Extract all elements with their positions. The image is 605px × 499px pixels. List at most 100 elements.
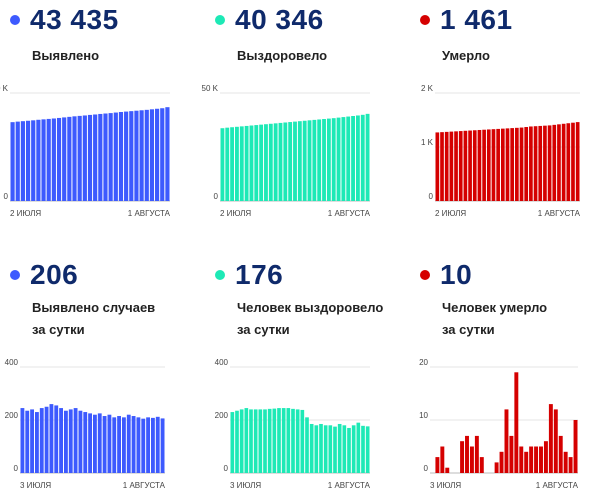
stat-headline: 206 [0, 255, 78, 295]
bar [351, 116, 355, 201]
bar [87, 114, 93, 201]
bar [331, 118, 336, 201]
bar-chart: 0 1 K 2 K 2 ИЮЛЯ 1 АВГУСТА [421, 84, 581, 218]
bar [225, 127, 230, 201]
bar [300, 409, 305, 473]
stat-label-line1: Умерло [442, 48, 490, 63]
bar [264, 124, 268, 201]
bar [566, 123, 571, 201]
bar [482, 129, 486, 201]
stat-label: Выявлено [32, 45, 99, 67]
x-axis-end-label: 1 АВГУСТА [123, 481, 166, 490]
bar [474, 435, 479, 473]
bar [333, 426, 337, 473]
bar [305, 417, 309, 473]
bar [543, 441, 548, 473]
bar [361, 425, 365, 473]
stat-panel: 176 Человек выздоровело за сутки [205, 255, 400, 495]
stat-headline: 176 [205, 255, 283, 295]
stat-panel: 40 346 Выздоровело [205, 0, 400, 240]
bar [342, 425, 347, 473]
bar [78, 410, 83, 473]
bar [323, 425, 328, 473]
stat-label: Человек умерло за сутки [442, 297, 547, 341]
bar [272, 408, 277, 473]
bar-chart: 0 10 20 3 ИЮЛЯ 1 АВГУСТА [419, 358, 579, 490]
bar [504, 409, 509, 473]
y-tick-label: 0 [214, 192, 219, 201]
bar [155, 416, 160, 473]
bar [267, 408, 272, 473]
bar [302, 120, 307, 201]
stat-number: 206 [30, 259, 79, 290]
series-dot-icon [420, 15, 430, 25]
bar [244, 408, 249, 473]
bar [341, 117, 346, 201]
x-axis-end-label: 1 АВГУСТА [328, 481, 371, 490]
bar [54, 405, 59, 473]
bar [539, 446, 543, 473]
bar [309, 423, 314, 473]
x-axis-end-label: 1 АВГУСТА [328, 209, 371, 218]
y-tick-label: 400 [215, 358, 229, 367]
stat-label-line2: за сутки [32, 322, 85, 337]
bar [249, 409, 253, 473]
y-tick-label: 200 [215, 411, 229, 420]
bar [112, 417, 117, 473]
y-tick-label: 0 [224, 464, 229, 473]
bar [124, 111, 129, 201]
bar [524, 451, 529, 473]
bar [253, 409, 258, 473]
y-tick-label: 0 [14, 464, 19, 473]
bar-chart: 0 50 K 2 ИЮЛЯ 1 АВГУСТА [0, 84, 171, 218]
bar [244, 125, 249, 201]
bar [117, 416, 121, 473]
y-tick-label: 10 [419, 411, 428, 420]
bar [529, 126, 533, 201]
bar [365, 426, 370, 473]
y-tick-label: 50 K [202, 84, 219, 93]
bar-chart: 0 200 400 3 ИЮЛЯ 1 АВГУСТА [5, 358, 166, 490]
bar [64, 410, 68, 473]
bar [235, 410, 239, 473]
bar [44, 406, 49, 473]
x-axis-end-label: 1 АВГУСТА [128, 209, 171, 218]
bar [263, 409, 267, 473]
bar [500, 128, 505, 201]
bar [268, 123, 273, 201]
bar [49, 404, 54, 473]
bar [533, 126, 538, 201]
bar [571, 122, 575, 201]
bar [538, 125, 543, 201]
bar [30, 409, 34, 473]
x-axis-start-label: 2 ИЮЛЯ [435, 209, 466, 218]
bar [239, 409, 244, 473]
bar [259, 124, 264, 201]
bar [249, 125, 254, 201]
bar [107, 414, 112, 473]
bar [25, 120, 31, 201]
bar [108, 113, 113, 201]
x-axis-start-label: 3 ИЮЛЯ [430, 481, 461, 490]
bar [524, 127, 529, 201]
bar [444, 131, 449, 201]
y-tick-label: 20 [419, 358, 428, 367]
bar [283, 122, 288, 201]
bar [155, 108, 160, 201]
bar [62, 117, 67, 201]
bar [449, 131, 454, 201]
bar [59, 408, 63, 473]
bar [469, 446, 474, 473]
bar [548, 404, 553, 473]
bar [561, 123, 566, 201]
bar [529, 446, 534, 473]
stat-number: 176 [235, 259, 284, 290]
bar [514, 372, 519, 473]
bar [113, 112, 118, 201]
bar [463, 130, 468, 201]
bar [486, 129, 491, 201]
bar [360, 114, 365, 201]
bar [553, 409, 558, 473]
bar [479, 457, 484, 473]
series-dot-icon [10, 15, 20, 25]
